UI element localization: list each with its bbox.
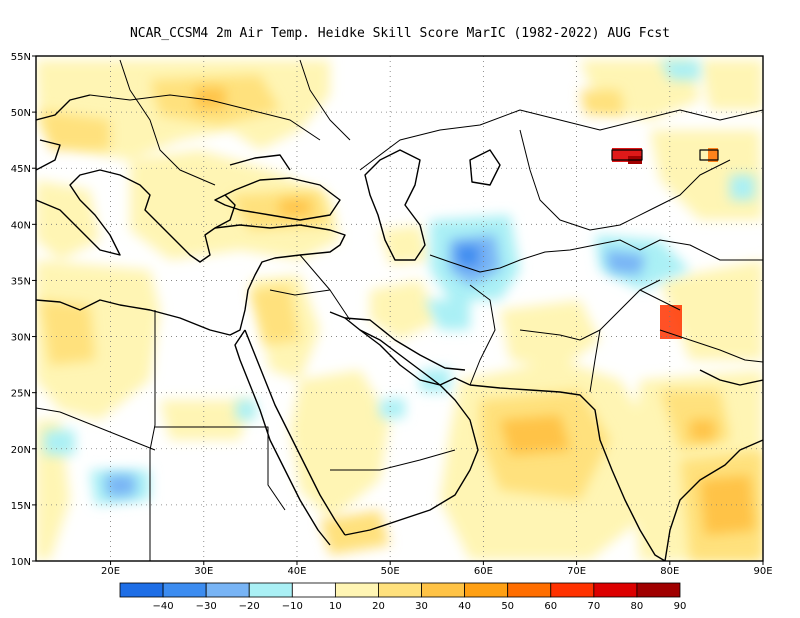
colorbar-label: 40 [458, 601, 471, 612]
colorbar-swatch [291, 582, 336, 598]
colorbar-swatch [636, 582, 681, 598]
colorbar-swatch [334, 582, 379, 598]
lon-tick-label: 70E [567, 566, 586, 577]
lon-tick-label: 30E [194, 566, 213, 577]
lon-tick-label: 60E [474, 566, 493, 577]
lon-tick-label: 40E [287, 566, 306, 577]
lat-tick-label: 25N [11, 389, 31, 400]
skill-field [36, 56, 763, 561]
lon-tick-label: 80E [660, 566, 679, 577]
colorbar-label: 10 [329, 601, 342, 612]
lat-tick-label: 40N [11, 220, 31, 231]
colorbar-swatch [378, 582, 422, 598]
strong-skill-shading [195, 88, 755, 535]
colorbar-swatch [248, 582, 293, 598]
colorbar-label: 90 [674, 601, 687, 612]
colorbar-label: −40 [153, 601, 174, 612]
lat-tick-label: 35N [11, 276, 31, 287]
lat-tick-label: 45N [11, 164, 31, 175]
colorbar-label: 60 [544, 601, 557, 612]
colorbar-swatch [162, 582, 207, 598]
colorbar-swatch [464, 582, 509, 598]
strong-negative-shading [105, 235, 645, 497]
lat-tick-label: 30N [11, 333, 31, 344]
coastlines-and-borders [36, 59, 763, 561]
map-title: NCAR_CCSM4 2m Air Temp. Heidke Skill Sco… [129, 26, 671, 41]
colorbar-swatch [507, 582, 552, 598]
colorbar-label: 20 [372, 601, 385, 612]
lat-tick-label: 10N [11, 557, 31, 568]
colorbar-swatch [421, 582, 466, 598]
lat-tick-label: 20N [11, 445, 31, 456]
map-frame [35, 55, 764, 562]
colorbar-label: 30 [415, 601, 428, 612]
lon-tick-label: 50E [381, 566, 400, 577]
lon-tick-label: 90E [753, 566, 772, 577]
colorbar-label: −20 [239, 601, 260, 612]
colorbar-label: 80 [631, 601, 644, 612]
colorbar-label: −30 [196, 601, 217, 612]
map-gridlines [36, 56, 763, 561]
colorbar-label: 50 [501, 601, 514, 612]
colorbar-label: −10 [282, 601, 303, 612]
colorbar-swatch [593, 582, 638, 598]
lon-tick-label: 20E [101, 566, 120, 577]
colorbar: −40 −30 −20 −10 10 20 30 40 50 60 70 80 90 [119, 582, 687, 612]
colorbar-swatch [205, 582, 250, 598]
colorbar-label: 70 [587, 601, 600, 612]
colorbar-swatch [119, 582, 164, 598]
lat-tick-label: 55N [11, 52, 31, 63]
lat-tick-label: 50N [11, 108, 31, 119]
axis-ticks: 10N 15N 20N 25N 30N 35N 40N 45N 50N 55N 20E 30E 40E 5… [11, 52, 773, 577]
lat-tick-label: 15N [11, 501, 31, 512]
colorbar-swatch [550, 582, 595, 598]
